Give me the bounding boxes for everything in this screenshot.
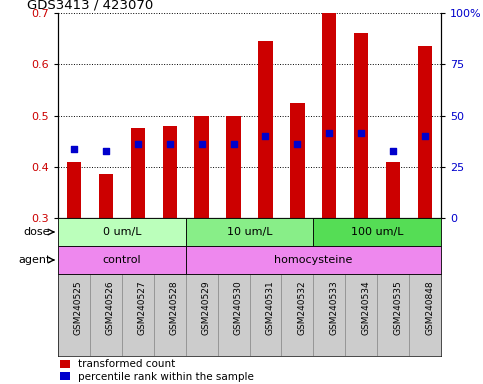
Bar	[354, 33, 369, 218]
Point	[198, 141, 205, 147]
Bar	[58, 218, 185, 246]
Point	[230, 141, 238, 147]
Point	[134, 141, 142, 147]
Bar	[195, 116, 209, 218]
Bar	[99, 174, 113, 218]
Point	[389, 148, 397, 154]
Legend: transformed count, percentile rank within the sample: transformed count, percentile rank withi…	[58, 358, 256, 384]
Text: GSM240531: GSM240531	[266, 281, 274, 335]
Text: 0 um/L: 0 um/L	[102, 227, 141, 237]
Bar	[258, 41, 272, 218]
Text: GDS3413 / 423070: GDS3413 / 423070	[28, 0, 154, 12]
Point	[294, 141, 301, 147]
Text: 100 um/L: 100 um/L	[351, 227, 403, 237]
Bar	[130, 128, 145, 218]
Bar	[418, 46, 432, 218]
Text: dose: dose	[24, 227, 50, 237]
Bar	[386, 162, 400, 218]
Text: control: control	[102, 255, 141, 265]
Text: agent: agent	[18, 255, 50, 265]
Point	[421, 133, 429, 139]
Bar	[162, 126, 177, 218]
Bar	[313, 218, 441, 246]
Point	[262, 133, 270, 139]
Text: GSM240529: GSM240529	[201, 281, 211, 335]
Point	[70, 146, 78, 152]
Text: GSM240525: GSM240525	[74, 281, 83, 335]
Point	[326, 130, 333, 136]
Text: GSM240535: GSM240535	[393, 281, 402, 335]
Bar	[185, 218, 313, 246]
Bar	[185, 246, 441, 274]
Bar	[322, 13, 337, 218]
Point	[357, 130, 365, 136]
Point	[102, 148, 110, 154]
Text: GSM240534: GSM240534	[361, 281, 370, 335]
Text: GSM240528: GSM240528	[170, 281, 179, 335]
Text: GSM240533: GSM240533	[329, 281, 338, 335]
Point	[166, 141, 173, 147]
Text: homocysteine: homocysteine	[274, 255, 353, 265]
Text: GSM240526: GSM240526	[106, 281, 115, 335]
Text: GSM240527: GSM240527	[138, 281, 147, 335]
Bar	[290, 103, 305, 218]
Text: GSM240848: GSM240848	[425, 281, 434, 335]
Text: GSM240530: GSM240530	[234, 281, 242, 335]
Bar	[58, 246, 185, 274]
Text: 10 um/L: 10 um/L	[227, 227, 272, 237]
Bar	[227, 116, 241, 218]
Text: GSM240532: GSM240532	[298, 281, 306, 335]
Bar	[67, 162, 81, 218]
